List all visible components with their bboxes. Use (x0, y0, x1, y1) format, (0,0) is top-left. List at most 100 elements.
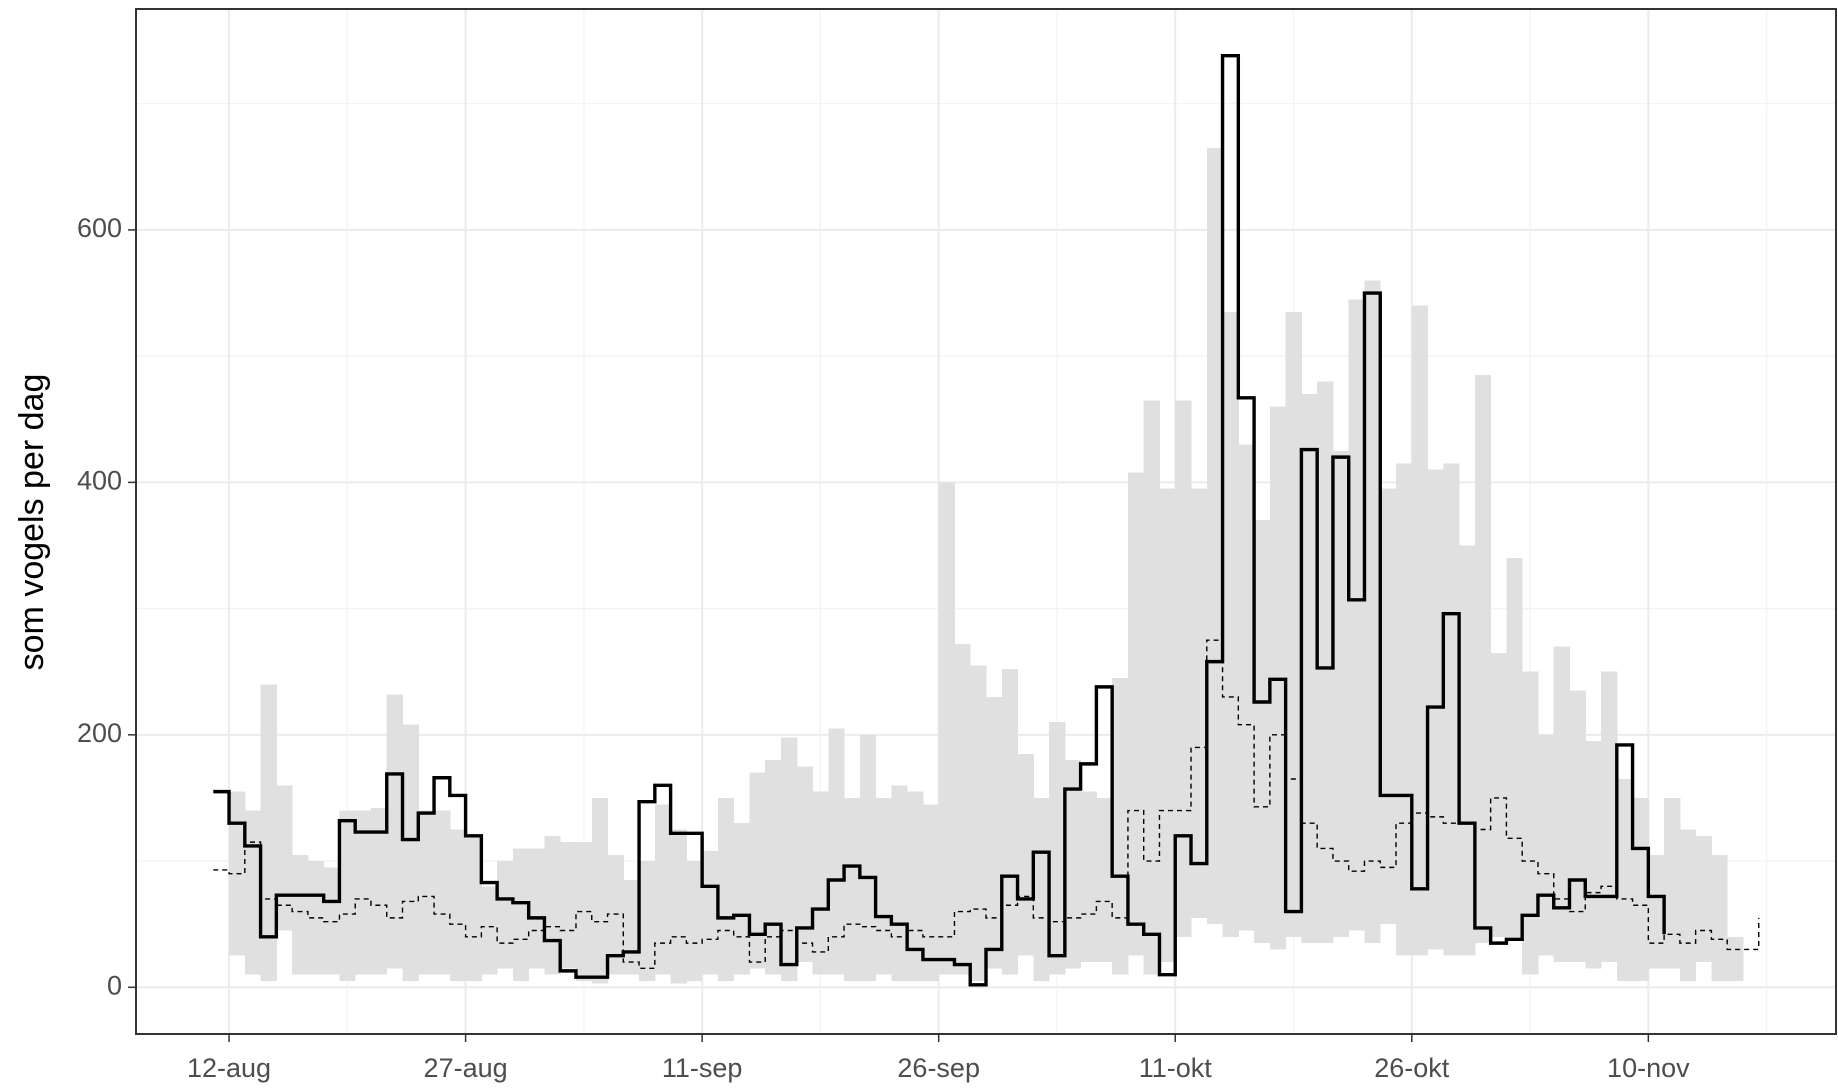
x-tick-label: 26-okt (1374, 1053, 1450, 1083)
range-bar (639, 861, 656, 981)
range-bar (1553, 646, 1570, 963)
range-bar (1348, 299, 1365, 931)
x-tick-label: 11-sep (662, 1053, 743, 1083)
range-bar (970, 665, 987, 981)
range-bar (276, 785, 293, 931)
range-bar (922, 804, 940, 981)
x-tick-label: 27-aug (424, 1053, 508, 1083)
range-bar (938, 482, 955, 975)
range-bar (1537, 734, 1555, 956)
range-bar (1601, 671, 1618, 963)
range-bar (1317, 381, 1334, 944)
range-bar (1585, 741, 1602, 969)
range-bar (623, 879, 640, 975)
range-bar (465, 835, 482, 981)
range-bar (402, 724, 419, 981)
range-bar (1459, 545, 1476, 956)
range-bar (575, 842, 593, 981)
range-bar (1191, 488, 1208, 918)
y-tick-label: 600 (77, 213, 122, 243)
range-bar (512, 848, 530, 981)
x-tick-label: 11-okt (1139, 1053, 1213, 1083)
range-bar (670, 829, 687, 984)
range-bar (1175, 400, 1192, 937)
range-bar (1427, 469, 1444, 950)
range-bar (1238, 444, 1255, 931)
range-bar (1285, 311, 1302, 937)
range-bar (1727, 936, 1744, 981)
range-bar (323, 867, 340, 975)
range-bar (1017, 753, 1034, 956)
range-bar (1033, 797, 1050, 981)
range-bar (1396, 463, 1413, 956)
range-bar (812, 791, 829, 975)
range-bar (544, 835, 561, 975)
range-bar (891, 785, 908, 981)
range-bar (1049, 722, 1066, 975)
range-bar (1474, 375, 1492, 944)
range-bar (1522, 671, 1539, 975)
range-bar (1664, 797, 1681, 969)
range-bar (434, 810, 451, 975)
range-bar (292, 854, 309, 975)
range-bar (260, 684, 277, 981)
range-bar (591, 797, 609, 984)
range-bar (1443, 463, 1460, 956)
range-bar (1112, 678, 1129, 975)
range-bar (844, 797, 861, 981)
range-bar (780, 737, 798, 981)
x-tick-label: 10-nov (1607, 1053, 1690, 1083)
range-bar (654, 804, 672, 975)
range-bar (828, 728, 845, 975)
range-bar (370, 808, 388, 975)
range-bar (765, 760, 782, 975)
dashed-step-line (213, 639, 1760, 970)
y-axis-label: som vogels per dag (13, 374, 51, 671)
range-bar (749, 772, 766, 969)
range-bar (449, 829, 467, 981)
range-bar (1222, 311, 1239, 937)
range-bar (386, 694, 404, 969)
range-band (229, 147, 1744, 984)
range-bar (859, 734, 877, 981)
range-bar (1001, 669, 1019, 975)
range-bar (1490, 652, 1507, 937)
y-tick-label: 0 (107, 970, 122, 1000)
range-bar (1332, 450, 1350, 937)
range-bar (560, 842, 577, 969)
x-tick-label: 12-aug (187, 1053, 271, 1083)
range-bar (1616, 779, 1634, 981)
range-bar (986, 696, 1003, 969)
range-bar (1096, 797, 1113, 963)
range-bar (339, 810, 356, 981)
range-bar (1364, 280, 1381, 944)
y-tick-label: 200 (77, 718, 122, 748)
range-bar (1127, 472, 1145, 956)
range-bar (1206, 147, 1224, 925)
x-tick-label: 26-sep (897, 1053, 980, 1083)
range-bar (355, 810, 372, 975)
range-bar (497, 861, 514, 969)
range-bar (1254, 520, 1271, 944)
range-bar (1695, 835, 1712, 963)
range-bar (1711, 854, 1728, 981)
range-bar (954, 643, 971, 975)
range-bar (1632, 797, 1649, 981)
step-line (213, 54, 1666, 987)
range-bar (796, 766, 814, 963)
range-bar (1301, 394, 1318, 944)
y-tick-label: 400 (77, 465, 122, 495)
range-bar (702, 850, 719, 975)
range-bar (528, 848, 545, 969)
panel-border (135, 8, 1837, 1035)
range-bar (1679, 829, 1697, 981)
range-bar (1506, 558, 1523, 937)
range-bar (1143, 400, 1160, 975)
range-bar (418, 810, 435, 975)
range-bar (307, 861, 325, 975)
range-bar (1569, 690, 1586, 963)
range-bar (1411, 305, 1429, 956)
range-bar (1064, 760, 1082, 969)
range-bar (733, 823, 750, 975)
